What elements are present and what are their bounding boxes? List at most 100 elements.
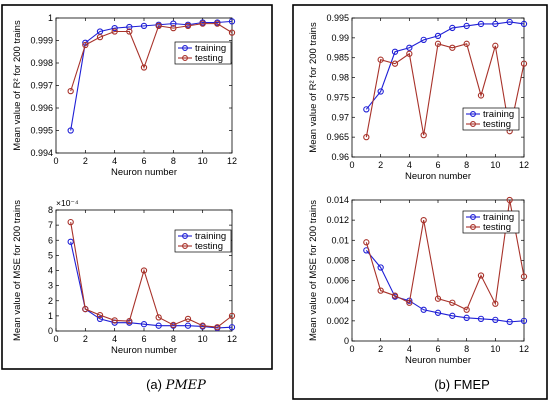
point-testing — [67, 218, 74, 226]
point-training — [477, 20, 485, 28]
y-tick-label: 8 — [48, 205, 53, 215]
point-testing — [406, 299, 413, 306]
point-testing — [214, 20, 221, 27]
point-training — [492, 316, 499, 323]
legend-label-training: training — [195, 231, 226, 242]
point-training — [155, 322, 162, 329]
point-training — [520, 20, 528, 28]
point-training — [406, 44, 413, 51]
point-testing — [434, 295, 442, 302]
point-testing — [140, 64, 148, 71]
point-training — [228, 324, 236, 331]
y-tick-label: 4 — [48, 266, 53, 276]
x-axis-label: Neuron number — [111, 345, 177, 356]
y-tick-label: 0 — [344, 336, 349, 346]
point-training — [477, 315, 485, 322]
point-testing — [82, 305, 89, 313]
point-training — [434, 309, 442, 316]
x-axis-label: Neuron number — [111, 167, 177, 178]
point-testing — [434, 40, 442, 47]
point-testing — [506, 196, 513, 204]
x-tick-label: 12 — [519, 160, 529, 170]
chart-b-r2: 0 2 4 6 8 10 12 0.96 0.965 0.97 0.975 0.98 0.985 0.99… — [308, 13, 529, 182]
x-tick-label: 2 — [378, 344, 383, 354]
point-testing — [477, 92, 485, 99]
point-testing — [155, 314, 162, 321]
legend-label-training: training — [483, 109, 514, 120]
point-training — [67, 238, 74, 245]
x-axis-label: Neuron number — [405, 171, 471, 182]
point-training — [463, 22, 470, 30]
point-testing — [199, 322, 206, 329]
y-tick-label: 5 — [48, 250, 53, 260]
point-testing — [214, 324, 221, 331]
point-testing — [363, 133, 370, 141]
point-training — [463, 314, 470, 321]
series-line-training — [365, 21, 525, 110]
x-tick-label: 8 — [171, 156, 176, 166]
point-testing — [406, 50, 413, 57]
point-testing — [492, 300, 499, 307]
point-testing — [463, 40, 470, 47]
legend-marker-testing — [182, 55, 188, 61]
legend-label-testing: testing — [195, 53, 223, 64]
y-tick-label: 0.996 — [30, 103, 53, 113]
series-line-training — [365, 250, 525, 323]
x-tick-label: 0 — [349, 160, 354, 170]
point-testing — [126, 28, 133, 35]
legend-label-training: training — [483, 212, 514, 223]
point-testing — [199, 20, 206, 27]
point-testing — [363, 239, 370, 246]
x-tick-label: 4 — [112, 334, 117, 344]
point-testing — [420, 132, 427, 139]
series-line-training — [70, 20, 233, 131]
x-tick-label: 4 — [112, 156, 117, 166]
legend-marker-testing — [182, 243, 188, 249]
point-testing — [377, 56, 384, 63]
point-training — [492, 20, 499, 28]
point-training — [420, 306, 427, 313]
x-tick-label: 0 — [53, 334, 58, 344]
point-training — [126, 23, 133, 31]
point-training — [228, 18, 236, 25]
point-training — [140, 321, 148, 328]
x-tick-label: 10 — [198, 334, 208, 344]
point-training — [377, 264, 384, 271]
point-training — [111, 24, 118, 32]
y-tick-label: 7 — [48, 220, 53, 230]
x-tick-label: 0 — [349, 344, 354, 354]
x-tick-label: 6 — [141, 334, 146, 344]
point-testing — [96, 311, 104, 319]
x-tick-label: 10 — [490, 344, 500, 354]
point-testing — [449, 299, 456, 306]
x-tick-label: 2 — [378, 160, 383, 170]
x-tick-label: 6 — [141, 156, 146, 166]
y-tick-label: 0.014 — [326, 195, 349, 205]
x-tick-label: 10 — [490, 160, 500, 170]
x-tick-label: 4 — [407, 344, 412, 354]
y-axis-label: Mean value of MSE for 200 trains — [12, 200, 23, 341]
point-training — [420, 36, 427, 43]
point-training — [377, 88, 384, 95]
x-tick-label: 6 — [435, 160, 440, 170]
legend-marker-testing — [470, 224, 476, 230]
point-training — [506, 18, 513, 26]
y-tick-label: 0.004 — [326, 296, 349, 306]
y-tick-label: 0.995 — [30, 126, 53, 136]
plot-area — [55, 17, 233, 154]
point-testing — [492, 42, 499, 49]
point-training — [506, 318, 513, 326]
point-training — [449, 24, 456, 32]
point-training — [67, 127, 74, 134]
point-testing — [82, 41, 89, 49]
point-testing — [184, 315, 192, 323]
y-tick-label: 2 — [48, 296, 53, 306]
y-tick-label: 0.975 — [326, 92, 349, 102]
point-testing — [391, 292, 399, 299]
point-training — [96, 315, 104, 323]
legend-label-training: training — [195, 43, 226, 54]
chart-b-mse: 0 2 4 6 8 10 12 0 0.002 0.004 0.006 0.008 0.01 0.012 0… — [308, 195, 529, 366]
legend-label-testing: testing — [483, 119, 511, 130]
y-tick-label: 0.002 — [326, 316, 349, 326]
